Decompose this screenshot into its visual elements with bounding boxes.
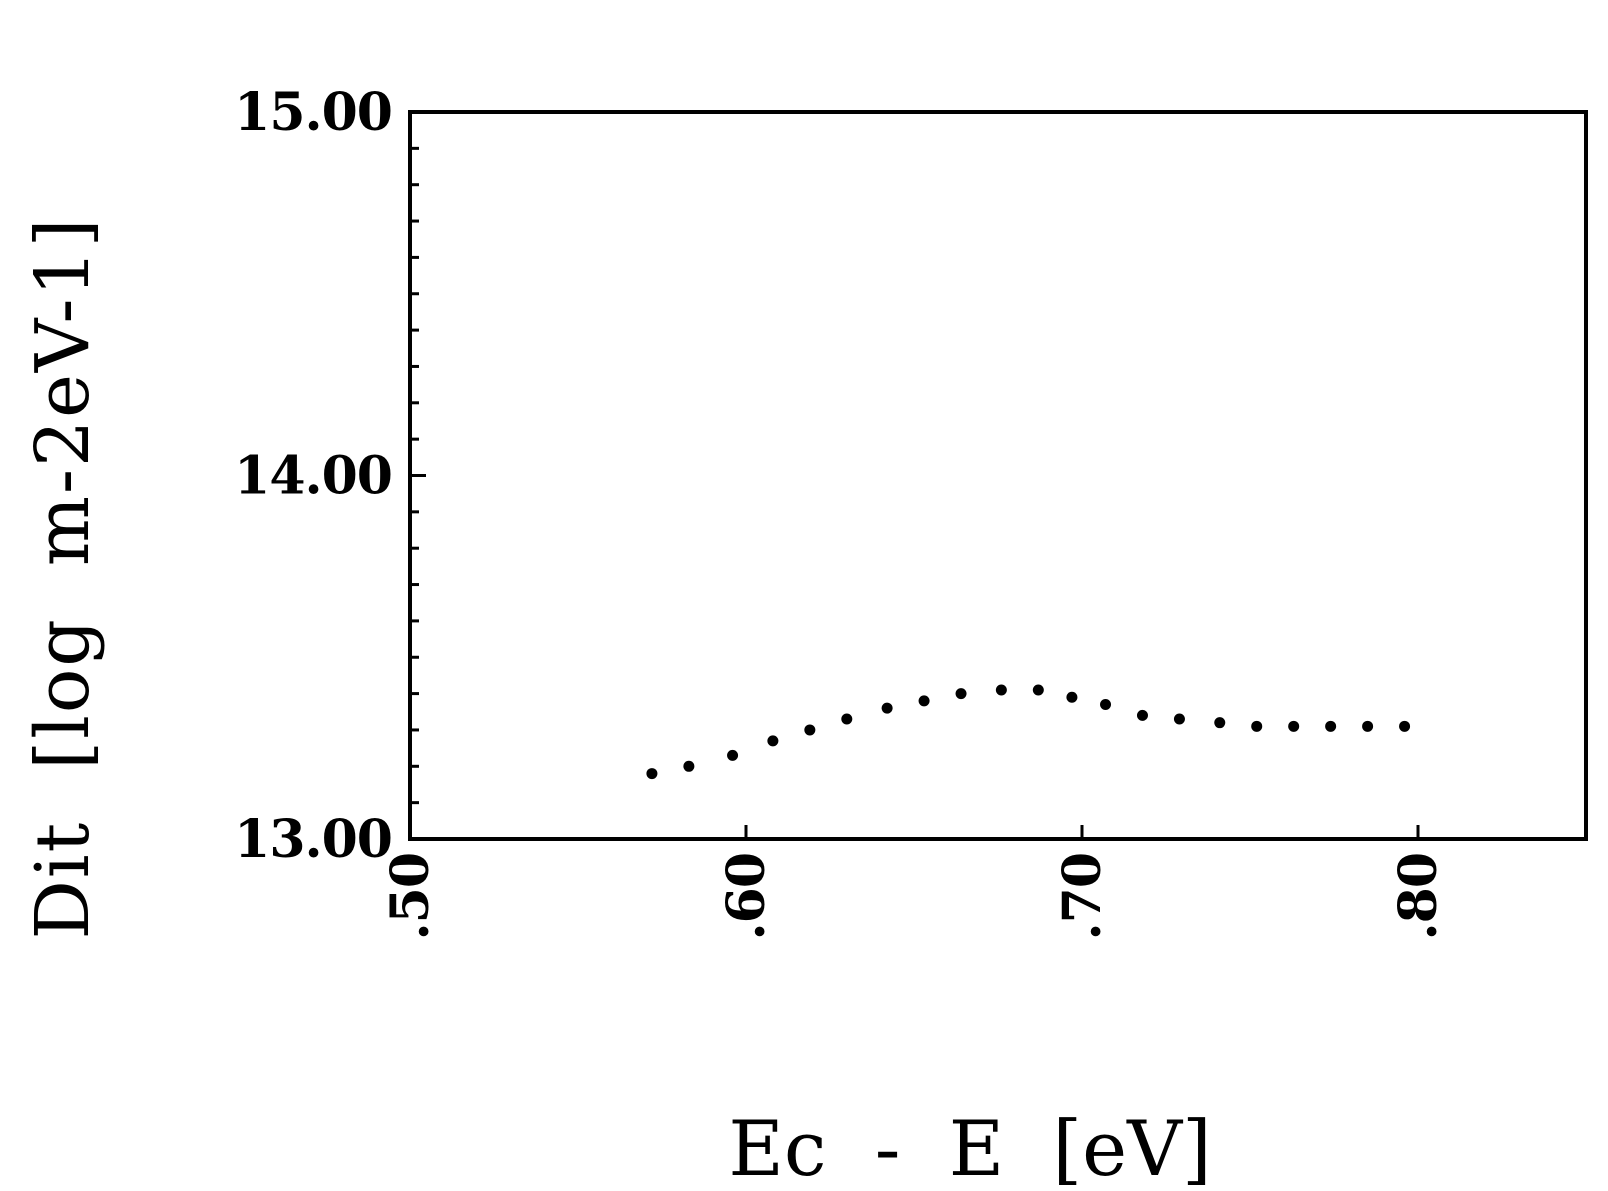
data-point — [1399, 720, 1411, 732]
y-axis-ticks — [410, 110, 426, 841]
data-point — [1251, 720, 1263, 732]
data-point — [646, 768, 658, 780]
data-point — [881, 702, 893, 714]
y-axis-title: Dit [log m-2eV-1] — [20, 217, 106, 940]
data-point — [727, 749, 739, 761]
data-point — [1288, 720, 1300, 732]
data-point — [1173, 713, 1185, 725]
data-point — [1032, 684, 1044, 696]
x-axis-title: Ec - E [eV] — [728, 1104, 1211, 1191]
data-point — [1325, 720, 1337, 732]
x-tick-label: .70 — [1052, 853, 1113, 940]
x-axis-ticks — [408, 825, 1420, 839]
y-axis-tick-labels: 13.00 14.00 15.00 — [234, 82, 393, 870]
data-point — [1100, 699, 1112, 711]
x-axis-tick-labels: .50 .60 .70 .80 — [380, 853, 1449, 940]
data-point — [1066, 691, 1078, 703]
data-point — [767, 735, 779, 747]
x-tick-label: .60 — [716, 853, 777, 940]
data-point — [995, 684, 1007, 696]
x-tick-label: .80 — [1388, 853, 1449, 940]
data-points — [646, 684, 1411, 780]
x-tick-label: .50 — [380, 853, 441, 940]
y-tick-label: 15.00 — [234, 82, 392, 143]
data-point — [918, 695, 930, 707]
plot-frame — [408, 110, 1588, 841]
data-point — [1214, 717, 1226, 729]
data-point — [841, 713, 853, 725]
y-tick-label: 13.00 — [234, 809, 392, 870]
data-point — [1362, 720, 1374, 732]
data-point — [1136, 709, 1148, 721]
data-point — [804, 724, 816, 736]
y-tick-label: 14.00 — [234, 446, 392, 507]
data-point — [955, 688, 967, 700]
data-point — [683, 760, 695, 772]
